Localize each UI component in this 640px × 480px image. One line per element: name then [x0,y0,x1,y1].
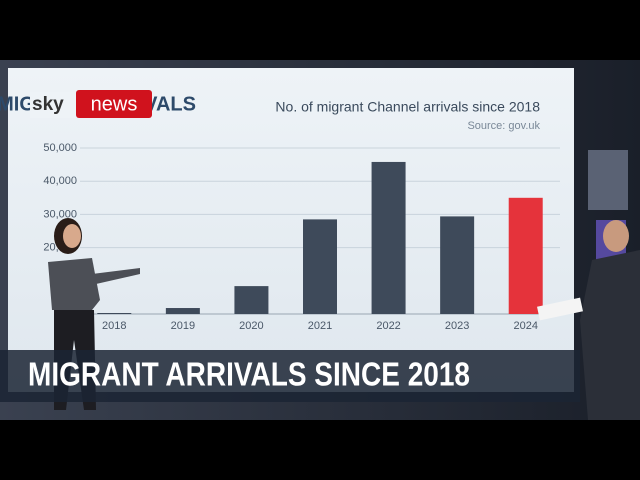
jacket [48,258,100,310]
logo-text: news [91,93,138,115]
logo-bg [30,92,78,118]
caption: MIGRANT ARRIVALS SINCE 2018 [28,356,470,393]
y-tick-label: 30,000 [43,208,77,220]
chart-title: No. of migrant Channel arrivals since 20… [275,99,540,115]
bar [371,161,406,314]
arm [92,268,140,284]
x-tick-label: 2023 [445,320,469,332]
bar [234,286,269,314]
x-tick-label: 2019 [171,320,195,332]
face [603,220,629,252]
y-tick-label: 50,000 [43,142,77,154]
screen [8,68,574,392]
chart-subtitle: Source: gov.uk [467,120,540,132]
x-tick-label: 2018 [102,320,126,332]
suit [580,250,640,420]
x-tick-label: 2022 [376,320,400,332]
bar [303,219,337,314]
bar [508,197,543,314]
y-tick-label: 40,000 [43,175,77,187]
face [63,224,81,248]
x-tick-label: 2021 [308,320,332,332]
logo-sky: sky [32,94,64,115]
x-tick-label: 2024 [513,320,537,332]
bar [97,313,132,314]
studio-light [588,150,628,210]
bar [165,308,200,314]
logo-badge [76,90,152,118]
anchor [537,220,640,420]
papers [537,297,583,321]
bar [440,216,475,314]
x-tick-label: 2020 [239,320,263,332]
lower-third [0,350,580,402]
plot: 20,00030,00040,00050,0002018201920202021… [43,142,560,332]
